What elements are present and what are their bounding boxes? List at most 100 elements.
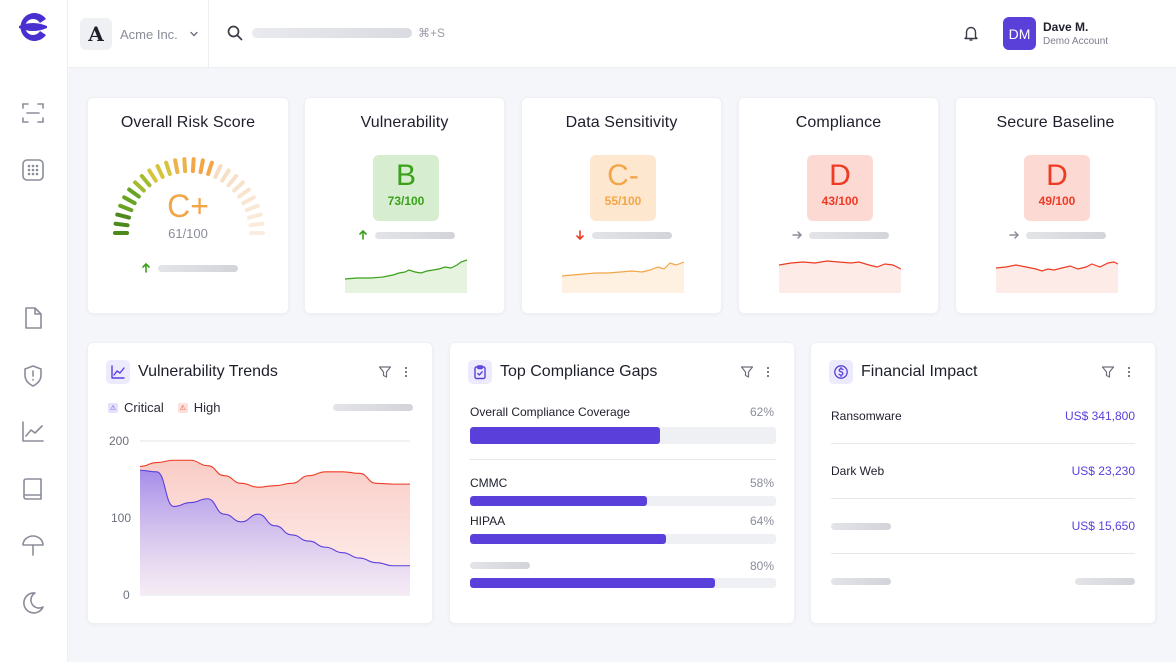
card-title: Data Sensitivity <box>565 114 678 131</box>
gauge-tick <box>139 173 152 188</box>
series-area-critical <box>140 470 410 595</box>
gap-label: CMMC <box>470 476 508 490</box>
trend-up-icon <box>142 262 150 273</box>
org-switcher[interactable]: A Acme Inc. <box>80 18 200 50</box>
trend-row <box>574 229 672 241</box>
trend-row <box>791 229 889 241</box>
financial-row[interactable]: Ransomware US$ 341,800 <box>831 389 1135 444</box>
gap-bar <box>470 578 776 588</box>
gauge-tick <box>247 212 263 220</box>
gauge-tick <box>155 164 165 179</box>
trend-placeholder <box>375 231 455 239</box>
financial-value-placeholder <box>1075 578 1135 585</box>
search-input[interactable] <box>252 28 412 38</box>
vulnerability-trends-card[interactable]: Vulnerability Trends ⚠ Critical ⚠ High 2… <box>87 342 433 624</box>
sparkline <box>562 261 684 293</box>
grade-badge: D 43/100 <box>807 155 873 221</box>
series-line-high <box>140 459 410 488</box>
card-title: Financial Impact <box>861 363 978 380</box>
grade-badge: B 73/100 <box>373 155 439 221</box>
chevron-down-icon <box>190 31 198 37</box>
card-title: Vulnerability Trends <box>138 363 278 380</box>
umbrella-icon[interactable] <box>20 533 46 559</box>
gauge-tick <box>127 187 141 199</box>
gauge-tick <box>206 160 214 177</box>
user-name[interactable]: Dave M. <box>1043 20 1089 34</box>
gauge-tick <box>237 187 251 199</box>
shield-alert-icon[interactable] <box>20 363 46 389</box>
trend-row <box>1008 229 1106 241</box>
gap-label-placeholder <box>470 562 530 569</box>
sparkline <box>345 259 467 293</box>
trend-chart-icon[interactable] <box>20 419 46 445</box>
coverage-label: Overall Compliance Coverage <box>470 405 631 419</box>
financial-row[interactable]: US$ 15,650 <box>831 499 1135 554</box>
trend-flat-icon <box>1009 231 1020 239</box>
legend-high: High <box>193 400 221 415</box>
secure-baseline-card[interactable]: Secure Baseline D 49/100 <box>955 97 1156 314</box>
gauge-tick <box>220 168 231 183</box>
gauge-tick <box>226 173 239 188</box>
gap-pct: 58% <box>749 476 774 490</box>
series-line-critical <box>140 469 410 567</box>
gauge-tick <box>118 203 134 213</box>
sparkline <box>996 261 1118 293</box>
chart-legend: ⚠ Critical ⚠ High <box>108 400 220 415</box>
gauge-tick <box>113 221 130 228</box>
financial-impact-card[interactable]: Financial Impact Ransomware US$ 341,800 … <box>810 342 1156 624</box>
gap-bar-fill <box>470 578 715 588</box>
book-icon[interactable] <box>20 476 46 502</box>
grade-score: 73/100 <box>387 194 425 208</box>
y-tick: 100 <box>111 511 132 525</box>
scan-icon[interactable] <box>20 100 46 126</box>
gauge-tick <box>122 195 137 206</box>
financial-label: Dark Web <box>831 464 885 478</box>
vulnerability-card[interactable]: Vulnerability B 73/100 <box>304 97 505 314</box>
gauge-tick <box>213 164 223 179</box>
compliance-gaps-card[interactable]: Top Compliance Gaps Overall Compliance C… <box>449 342 795 624</box>
coverage-bar-fill <box>470 427 660 444</box>
gap-pct: 64% <box>749 514 774 528</box>
sparkline <box>779 260 901 293</box>
top-header: A Acme Inc. ⌘+S DM Dave M. Demo Account <box>68 0 1176 68</box>
gauge-tick <box>164 160 172 177</box>
more-vertical-icon[interactable] <box>765 365 771 379</box>
trend-flat-icon <box>792 231 803 239</box>
card-title: Overall Risk Score <box>120 114 256 131</box>
search-bar[interactable]: ⌘+S <box>226 24 445 42</box>
sidebar <box>0 0 68 662</box>
filter-icon[interactable] <box>740 365 754 379</box>
more-vertical-icon[interactable] <box>1126 365 1132 379</box>
financial-row[interactable]: Dark Web US$ 23,230 <box>831 444 1135 499</box>
filter-icon[interactable] <box>1101 365 1115 379</box>
gauge-tick <box>232 180 245 193</box>
data-sensitivity-card[interactable]: Data Sensitivity C- 55/100 <box>521 97 722 314</box>
filter-icon[interactable] <box>378 365 392 379</box>
bell-icon[interactable] <box>962 24 980 42</box>
compliance-card[interactable]: Compliance D 43/100 <box>738 97 939 314</box>
user-avatar[interactable]: DM <box>1003 17 1036 50</box>
org-avatar: A <box>80 18 112 50</box>
high-legend-icon: ⚠ <box>177 402 188 413</box>
gauge-tick <box>198 158 205 175</box>
grade-letter: C- <box>607 159 639 192</box>
trend-placeholder <box>592 231 672 239</box>
risk-gauge <box>113 157 265 235</box>
app-logo[interactable] <box>16 10 50 44</box>
apps-grid-icon[interactable] <box>20 157 46 183</box>
more-vertical-icon[interactable] <box>403 365 409 379</box>
moon-icon[interactable] <box>20 590 46 616</box>
vulnerability-trends-chart <box>140 440 410 596</box>
card-title: Vulnerability <box>360 114 449 131</box>
trend-placeholder <box>158 264 238 272</box>
grade-score: 49/100 <box>1038 194 1076 208</box>
financial-row[interactable] <box>831 554 1135 609</box>
card-title: Compliance <box>795 114 882 131</box>
gauge-tick <box>173 158 180 175</box>
trend-row <box>357 229 455 241</box>
clipboard-icon <box>468 360 492 384</box>
overall-risk-card[interactable]: Overall Risk Score C+ 61/100 <box>87 97 289 314</box>
financial-value: US$ 341,800 <box>1064 409 1135 423</box>
trend-placeholder <box>1026 231 1106 239</box>
document-icon[interactable] <box>20 305 46 331</box>
